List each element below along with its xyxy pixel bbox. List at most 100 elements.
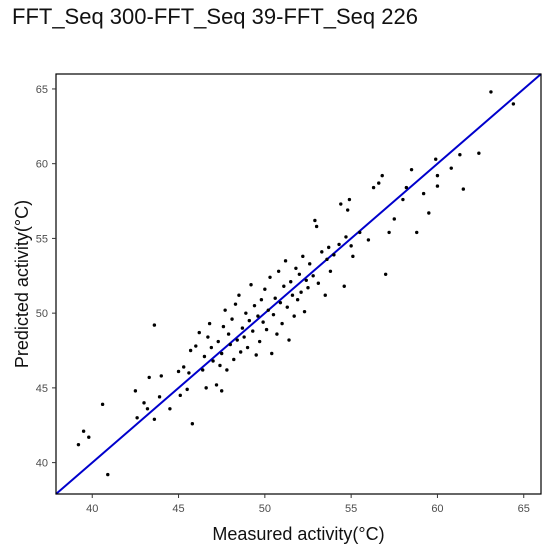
data-point	[233, 302, 238, 306]
data-point	[81, 429, 86, 433]
data-point	[371, 185, 376, 190]
data-point	[209, 345, 214, 350]
data-point	[273, 296, 277, 300]
x-axis-ticks: 40 45 50 55 60 65	[86, 494, 530, 515]
data-point	[187, 371, 191, 375]
data-point	[261, 320, 265, 324]
y-tick-label: 55	[36, 233, 48, 245]
data-point	[421, 191, 426, 196]
data-point	[344, 235, 348, 239]
data-point	[349, 244, 353, 248]
data-point	[157, 395, 162, 399]
data-point	[489, 90, 493, 94]
data-point	[100, 402, 105, 407]
y-axis-ticks: 40 45 50 55 60 65	[36, 84, 56, 470]
data-point	[278, 300, 283, 305]
x-axis-title: Measured activity(°C)	[212, 524, 384, 544]
data-point	[256, 314, 260, 318]
data-point	[301, 254, 305, 259]
data-point	[435, 184, 440, 188]
data-point	[219, 351, 224, 356]
x-tick-label: 65	[518, 503, 530, 515]
data-point	[435, 173, 440, 178]
data-point	[225, 368, 229, 372]
data-point	[392, 217, 396, 221]
data-point	[168, 407, 172, 411]
data-point	[299, 290, 303, 294]
data-point	[458, 153, 462, 157]
data-point	[313, 218, 317, 223]
data-point	[292, 314, 296, 318]
data-point	[204, 386, 208, 390]
data-point	[316, 281, 321, 285]
y-tick-label: 65	[36, 84, 48, 96]
data-point	[270, 351, 274, 356]
data-point	[415, 230, 419, 235]
data-point	[380, 173, 384, 178]
data-point	[477, 151, 481, 155]
data-point	[240, 326, 245, 330]
data-point	[275, 332, 279, 336]
x-tick-label: 45	[172, 503, 184, 515]
x-tick-label: 60	[431, 503, 443, 515]
data-point	[218, 363, 222, 368]
data-point	[245, 345, 250, 350]
data-point	[206, 335, 210, 339]
data-point	[232, 357, 236, 362]
data-point	[427, 211, 431, 215]
data-point	[271, 312, 276, 317]
data-point	[289, 280, 293, 284]
data-point	[266, 308, 270, 312]
data-point	[290, 293, 295, 297]
data-point	[461, 187, 466, 191]
data-point	[188, 348, 193, 353]
data-point	[304, 278, 308, 282]
chart-title: FFT_Seq 300-FFT_Seq 39-FFT_Seq 226	[12, 4, 418, 29]
data-point	[145, 407, 150, 411]
data-point	[282, 284, 286, 288]
data-point	[142, 401, 146, 405]
data-point	[337, 242, 341, 247]
data-point	[252, 303, 257, 308]
data-point	[263, 287, 267, 291]
data-point	[244, 311, 248, 315]
data-point	[404, 185, 409, 190]
data-point	[268, 275, 272, 279]
data-point	[185, 387, 189, 392]
data-point	[201, 368, 205, 372]
plot-frame	[55, 73, 542, 495]
data-point	[152, 417, 157, 421]
y-tick-label: 60	[36, 159, 48, 171]
data-point	[327, 245, 331, 250]
data-point	[214, 383, 219, 387]
data-point	[347, 197, 352, 202]
data-point	[311, 274, 315, 278]
y-tick-label: 40	[36, 458, 48, 470]
data-point	[295, 297, 300, 302]
data-point	[182, 365, 186, 369]
data-point	[247, 318, 252, 323]
x-tick-label: 50	[259, 503, 271, 515]
data-point	[249, 283, 253, 287]
data-point	[197, 330, 201, 335]
data-point	[287, 338, 291, 342]
data-point	[358, 230, 362, 235]
data-point	[259, 297, 264, 302]
data-point	[242, 335, 246, 339]
data-point	[294, 266, 298, 271]
data-point	[216, 339, 220, 344]
data-point	[339, 202, 343, 206]
data-point	[223, 308, 227, 312]
data-point	[87, 435, 91, 439]
data-point	[133, 389, 138, 393]
data-point	[207, 321, 212, 326]
data-point	[254, 353, 258, 357]
data-point	[377, 181, 381, 185]
x-tick-label: 40	[86, 503, 98, 515]
data-point	[351, 254, 355, 259]
data-point	[228, 342, 233, 347]
data-point	[147, 375, 151, 380]
data-point	[194, 344, 198, 348]
data-point	[176, 369, 181, 374]
data-point	[306, 286, 310, 290]
